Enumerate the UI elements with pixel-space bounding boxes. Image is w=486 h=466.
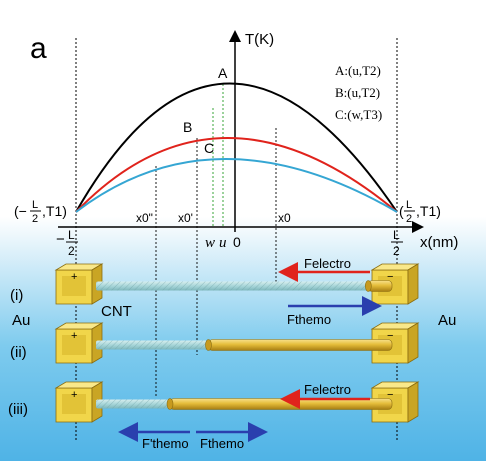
curve-label-A: A [218,65,228,81]
cnt-label: CNT [101,303,132,320]
f-themo-label-i: Fthemo [287,312,331,327]
electrode-right-sign-0: − [387,271,393,283]
cnt-coated-1 [208,339,393,351]
f-themo-label-iii: Fthemo [200,436,244,451]
device-label-iii: (iii) [8,401,28,418]
cnt-bare-hatch-1 [96,340,209,350]
left-endpoint-prefix: (− [14,203,27,219]
legend-B: B:(u,T2) [335,85,380,100]
legend-A: A:(u,T2) [335,63,381,78]
cnt-coated-end-1 [205,339,212,351]
tick-u: u [219,235,227,251]
electrode-right-sign-2: − [387,389,393,401]
electrode-left-slot-1 [62,335,86,355]
x-axis-label: x(nm) [420,234,458,251]
left-endpoint-suffix: ,T1) [42,203,67,219]
panel-label: a [30,32,47,65]
curve-label-C: C [204,140,214,156]
tick-right-num: L [393,228,400,242]
electrode-left-sign-0: + [71,271,77,283]
forces-device-i: Felectro Fthemo [278,256,382,327]
right-endpoint-num: L [406,199,412,211]
right-endpoint-prefix: ( [399,203,404,219]
cnt-bare-hatch-0 [96,281,369,291]
f-themo-prime-label-iii: F'themo [142,436,189,451]
right-endpoint-suffix: ,T1) [416,203,441,219]
legend: A:(u,T2) B:(u,T2) C:(w,T3) [335,63,382,122]
curve-label-B: B [183,119,192,135]
electrode-right-side-1 [407,322,419,364]
left-endpoint-label: (− L 2 ,T1) [14,199,67,225]
tick-x0: x0 [278,211,291,225]
electrode-left-slot-0 [62,276,86,296]
origin-label: 0 [233,234,241,250]
au-right-label: Au [438,312,456,329]
left-endpoint-den: 2 [32,213,38,225]
cnt-coated-0 [368,280,393,292]
f-electro-label-i: Felectro [304,256,351,271]
electrode-right-side-2 [407,381,419,423]
tick-plus-half-L: L 2 [391,228,403,258]
right-endpoint-den: 2 [406,213,412,225]
electrode-left-sign-1: + [71,330,77,342]
curve-C [75,158,398,213]
temperature-plot: A B C a T(K) x(nm) 0 − L 2 L 2 x0" x0' x… [14,30,458,442]
tick-x0-prime: x0' [178,211,193,225]
tick-minus-half-L: − L 2 [56,228,78,258]
tick-minus-sign: − [56,231,65,248]
electrode-right-side-0 [407,263,419,305]
cnt-coated-end-2 [166,398,174,410]
tick-right-den: 2 [393,244,400,258]
au-left-label: Au [12,312,30,329]
y-axis-label: T(K) [245,31,274,48]
left-endpoint-num: L [32,199,38,211]
right-endpoint-label: ( L 2 ,T1) [399,199,441,225]
curve-A [75,82,398,213]
cnt-bare-hatch-2 [96,399,170,409]
tick-x0-double-prime: x0" [136,211,153,225]
device-label-i: (i) [10,287,23,304]
device-schematics: + − + − + − [54,263,420,423]
forces-device-iii: Felectro F'themo Fthemo [118,382,370,451]
electrode-right-sign-1: − [387,330,393,342]
legend-C: C:(w,T3) [335,107,382,122]
electrode-left-slot-2 [62,394,86,414]
cnt-coated-end-0 [365,280,372,292]
curve-B [75,137,398,213]
device-label-ii: (ii) [10,344,27,361]
electrode-left-sign-2: + [71,389,77,401]
tick-w: w [205,235,215,251]
f-electro-label-iii: Felectro [304,382,351,397]
tick-left-num: L [68,228,75,242]
tick-left-den: 2 [68,244,75,258]
